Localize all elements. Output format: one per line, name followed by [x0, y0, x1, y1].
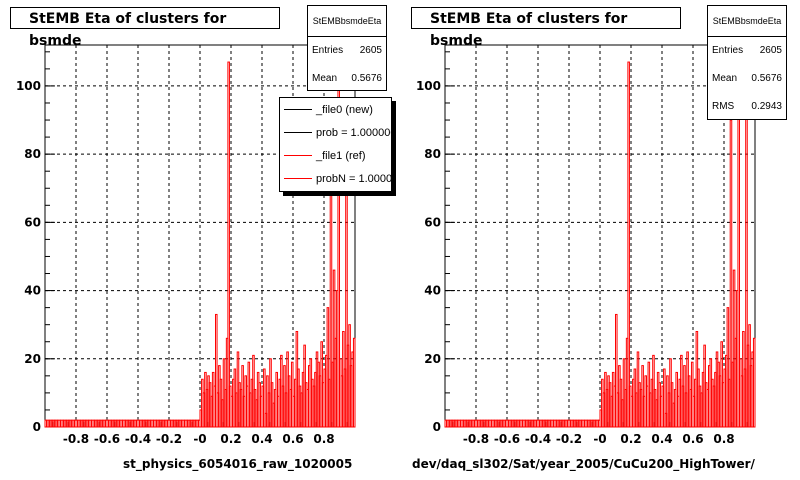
right-hist-bar [726, 307, 730, 428]
legend-entry-prob: prob = 1.000000 [280, 121, 391, 144]
right-xtick-label: 0.8 [713, 432, 734, 446]
right-stats-mean-label: Mean [712, 73, 738, 84]
right-stats-box: StEMBbsmdeEta Entries 2605 Mean 0.5676 R… [707, 5, 787, 120]
right-stats-name: StEMBbsmdeEta [708, 6, 786, 37]
left-xtick-label: 0.4 [251, 432, 272, 446]
right-xtick-label: 0.2 [620, 432, 641, 446]
right-hist-bar [729, 119, 733, 428]
left-stats-entries-value: 2605 [359, 45, 382, 56]
left-xtick-label: -0.8 [63, 432, 89, 446]
right-title: StEMB Eta of clusters for bsmde [411, 7, 681, 49]
left-hist-bar [215, 313, 218, 428]
left-xlabel: st_physics_6054016_raw_1020005 [123, 457, 353, 471]
left-xtick-label: 0.2 [220, 432, 241, 446]
legend-line-prob [284, 132, 312, 133]
right-plot: -0.8 -0.6 -0.4 -0.2 -0 0.2 0.4 0.6 0.8 0 20 40 60 80 1… [416, 44, 756, 446]
legend-label-probn: probN = 1.000000 [316, 172, 392, 185]
right-xlabel: dev/daq_sl302/Sat/year_2005/CuCu200_High… [412, 457, 755, 471]
left-xtick-label: -0.2 [156, 432, 182, 446]
left-xtick-label: -0 [193, 432, 206, 446]
left-hist-bar [263, 368, 266, 428]
legend-entry-probn: probN = 1.000000 [280, 167, 391, 190]
left-ytick-label: 100 [16, 79, 41, 93]
left-xtick-label: 0.8 [313, 432, 334, 446]
left-stats-entries-row: Entries 2605 [308, 37, 386, 65]
left-xtick-label: -0.4 [125, 432, 151, 446]
right-ytick-label: 20 [424, 352, 441, 366]
left-stats-entries-label: Entries [312, 45, 344, 56]
left-ytick-label: 40 [24, 284, 41, 298]
legend-label-file1: _file1 (ref) [316, 149, 366, 162]
legend-line-probn [284, 178, 312, 179]
right-hist-bar [690, 361, 694, 428]
left-xtick-label: 0.6 [282, 432, 303, 446]
right-hist-bar [663, 368, 666, 428]
right-stats-rms-label: RMS [712, 101, 735, 112]
legend-entry-file0: _file0 (new) [280, 98, 391, 121]
right-hist-bar [627, 61, 630, 428]
left-stats-mean-label: Mean [312, 73, 338, 84]
right-ytick-label: 40 [424, 284, 441, 298]
right-stats-rms-value: 0.2943 [751, 101, 782, 112]
left-ytick-label: 0 [33, 420, 41, 434]
left-legend: _file0 (new) prob = 1.000000 _file1 (ref… [279, 97, 392, 192]
left-title: StEMB Eta of clusters for bsmde [10, 7, 280, 49]
right-xtick-label: -0.2 [556, 432, 582, 446]
left-hist-bar [227, 61, 230, 428]
right-stats-entries-label: Entries [712, 45, 744, 56]
legend-label-prob: prob = 1.000000 [316, 126, 392, 139]
right-hist-bar [752, 337, 756, 428]
right-ytick-label: 0 [433, 420, 441, 434]
right-xtick-label: 0.6 [682, 432, 703, 446]
right-stats-entries-value: 2605 [759, 45, 782, 56]
left-stats-box: StEMBbsmdeEta Entries 2605 Mean 0.5676 [307, 5, 387, 91]
right-xtick-label: -0 [593, 432, 606, 446]
right-xtick-label: 0.4 [651, 432, 672, 446]
legend-entry-file1: _file1 (ref) [280, 144, 391, 167]
left-stats-mean-value: 0.5676 [351, 73, 382, 84]
legend-line-file1 [284, 155, 312, 156]
left-ytick-label: 20 [24, 352, 41, 366]
left-hist-bar [326, 307, 330, 428]
right-hist-bar [615, 313, 618, 428]
left-ytick-label: 60 [24, 215, 41, 229]
right-stats-mean-value: 0.5676 [751, 73, 782, 84]
right-stats-entries-row: Entries 2605 [708, 37, 786, 65]
right-frame [444, 44, 756, 428]
left-stats-mean-row: Mean 0.5676 [308, 65, 386, 93]
right-xtick-label: -0.8 [463, 432, 489, 446]
left-xtick-label: -0.6 [94, 432, 120, 446]
left-ytick-label: 80 [24, 147, 41, 161]
left-hist-bar [290, 361, 294, 428]
legend-line-file0 [284, 109, 312, 110]
right-stats-rms-row: RMS 0.2943 [708, 93, 786, 121]
left-hist-bar [352, 337, 356, 428]
right-stats-mean-row: Mean 0.5676 [708, 65, 786, 93]
legend-label-file0: _file0 (new) [316, 103, 373, 116]
right-xtick-label: -0.4 [525, 432, 551, 446]
right-xtick-label: -0.6 [494, 432, 520, 446]
right-ytick-label: 80 [424, 147, 441, 161]
right-ytick-label: 60 [424, 215, 441, 229]
left-stats-name: StEMBbsmdeEta [308, 6, 386, 37]
right-ytick-label: 100 [416, 79, 441, 93]
